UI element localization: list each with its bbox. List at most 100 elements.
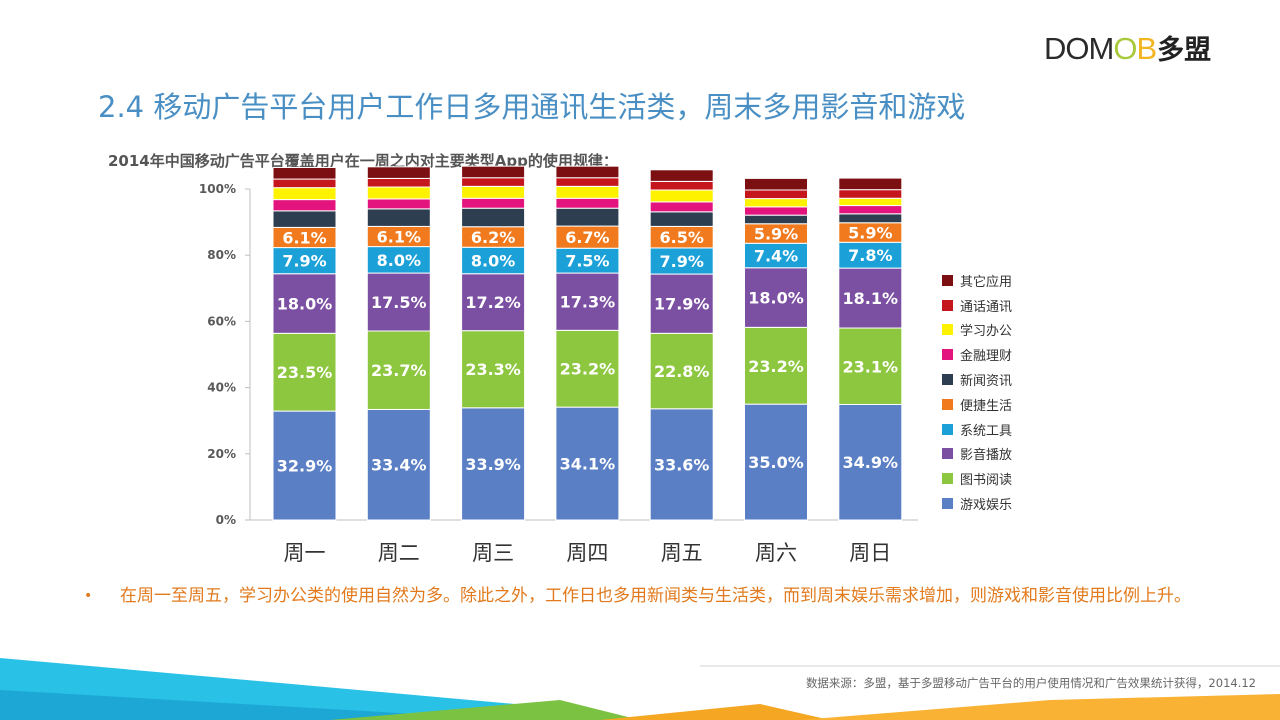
legend-item: 其它应用: [942, 268, 1012, 293]
data-label: 23.7%: [371, 361, 427, 380]
bar-segment: [272, 178, 337, 189]
bar-segment: [555, 185, 620, 199]
bar-segment: [838, 241, 903, 269]
bar-segment: [649, 169, 714, 182]
data-label: 5.9%: [848, 224, 892, 243]
data-label: 7.8%: [848, 246, 892, 265]
x-tick-label: 周六: [755, 541, 797, 565]
logo-cn-text: 多盟: [1157, 35, 1212, 66]
bar-segment: [272, 410, 337, 521]
data-label: 6.7%: [565, 228, 609, 247]
bar-segment: [838, 189, 903, 199]
bar-segment: [366, 408, 431, 521]
legend-label: 学习办公: [960, 324, 1013, 340]
legend-swatch: [942, 473, 953, 485]
slide-title: 2.4 移动广告平台用户工作日多用通讯生活类，周末多用影音和游戏: [98, 90, 966, 124]
data-label: 22.8%: [654, 362, 710, 381]
bar-segment: [272, 187, 337, 201]
data-label: 6.2%: [471, 228, 515, 247]
bar-segment: [366, 272, 431, 332]
data-label: 23.2%: [748, 357, 804, 376]
data-label: 33.6%: [654, 455, 710, 474]
legend-label: 影音播放: [960, 448, 1013, 464]
bar-segment: [838, 267, 903, 329]
legend-swatch: [942, 274, 953, 286]
data-label: 6.5%: [660, 228, 704, 247]
legend-label: 新闻资讯: [960, 374, 1013, 390]
data-label: 17.3%: [560, 293, 616, 312]
logo-letter: M: [1088, 31, 1115, 66]
legend-label: 系统工具: [960, 423, 1013, 439]
bar-segment: [461, 177, 526, 187]
logo-letter: D: [1044, 31, 1066, 66]
data-label: 23.3%: [465, 360, 521, 379]
bar-segment: [744, 177, 808, 191]
data-label: 35.0%: [748, 453, 804, 472]
bar-segment: [461, 197, 526, 209]
bar-segment: [649, 201, 714, 213]
x-tick-label: 周四: [566, 541, 608, 565]
bar-segment: [744, 326, 808, 405]
legend-item: 学习办公: [942, 318, 1012, 343]
data-label: 7.9%: [660, 252, 704, 271]
data-label: 17.2%: [465, 293, 521, 312]
logo-wordmark: DOMOB: [1044, 31, 1157, 66]
logo-letter: O: [1065, 31, 1089, 66]
logo-letter: O: [1113, 31, 1137, 66]
bar-segment: [272, 247, 337, 275]
bar-segment: [649, 273, 714, 334]
bar-segment: [272, 273, 337, 334]
data-source-note: 数据来源：多盟，基于多盟移动广告平台的用户使用情况和广告效果统计获得，2014.…: [805, 676, 1256, 690]
data-label: 6.1%: [377, 227, 421, 246]
bar-segment: [555, 272, 620, 331]
bar-segment: [555, 197, 620, 209]
legend-label: 其它应用: [960, 274, 1013, 290]
bar-segment: [366, 198, 431, 210]
bar-segment: [461, 165, 526, 179]
data-label: 8.0%: [471, 251, 515, 270]
bar-segment: [272, 199, 337, 212]
bar-segment: [366, 186, 431, 200]
legend-swatch: [942, 349, 953, 361]
domob-logo: DOMOB多盟: [1044, 28, 1211, 67]
legend-item: 系统工具: [942, 417, 1012, 442]
data-label: 7.9%: [282, 252, 326, 271]
data-label: 18.1%: [843, 289, 899, 308]
bar-segment: [744, 214, 808, 225]
bar-segment: [649, 332, 714, 410]
bar-segment: [366, 166, 431, 179]
legend-label: 便捷生活: [960, 398, 1013, 414]
bar-segment: [744, 198, 808, 208]
data-label: 23.1%: [843, 357, 899, 376]
chart-subtitle: 2014年中国移动广告平台覆盖用户在一周之内对主要类型App的使用规律：: [108, 152, 618, 170]
bar-segment: [649, 189, 714, 203]
legend-item: 通话通讯: [942, 293, 1012, 318]
bar-segment: [272, 166, 337, 180]
bar-segment: [649, 211, 714, 227]
legend-swatch: [942, 498, 953, 510]
bar-segment: [461, 246, 526, 275]
data-label: 33.4%: [371, 456, 427, 475]
data-label: 32.9%: [277, 457, 333, 476]
data-label: 18.0%: [748, 289, 804, 308]
legend-swatch: [942, 324, 953, 336]
legend-item: 便捷生活: [942, 392, 1012, 417]
data-label: 33.9%: [465, 455, 521, 474]
data-label: 7.5%: [565, 252, 609, 271]
legend-item: 金融理财: [942, 342, 1012, 367]
data-label: 34.9%: [843, 453, 899, 472]
bar-segment: [272, 210, 337, 228]
bar-segment: [555, 177, 620, 187]
y-tick-label: 80%: [207, 248, 236, 262]
legend-swatch: [942, 448, 953, 460]
legend-item: 图书阅读: [942, 466, 1012, 491]
x-tick-label: 周二: [378, 541, 420, 565]
logo-letter: B: [1136, 31, 1157, 66]
bar-segment: [649, 408, 714, 521]
legend-swatch: [942, 374, 953, 386]
data-label: 17.5%: [371, 293, 427, 312]
data-label: 6.1%: [282, 228, 326, 247]
bar-segment: [366, 208, 431, 227]
data-label: 23.5%: [277, 363, 333, 382]
bullet-text: 在周一至周五，学习办公类的使用自然为多。除此之外，工作日也多用新闻类与生活类，而…: [120, 586, 1191, 606]
